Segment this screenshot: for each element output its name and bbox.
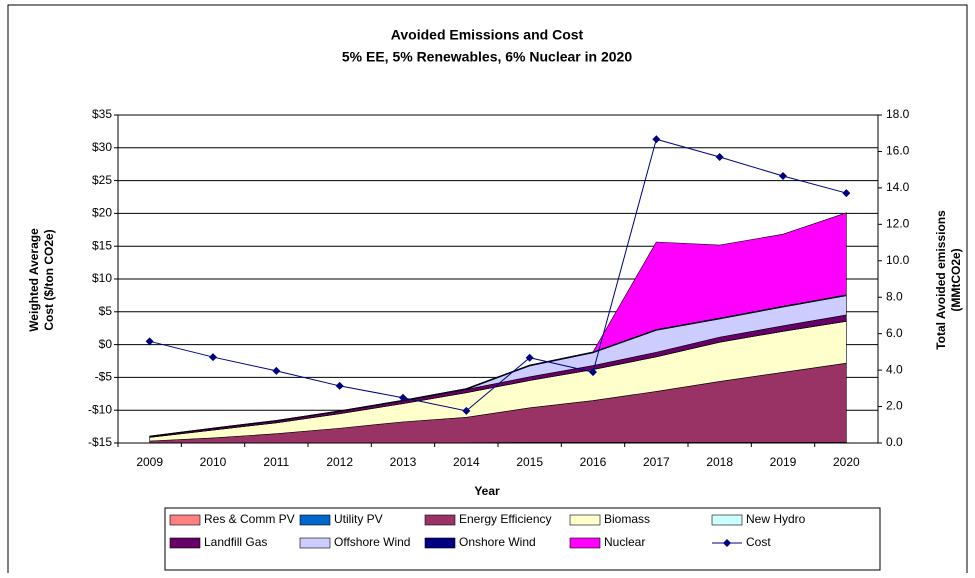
y2-tick-label: 4.0 [886, 362, 903, 376]
y-tick-label: $15 [92, 238, 112, 252]
y-tick-label: -$5 [95, 370, 113, 384]
legend-swatch [425, 515, 455, 525]
y-axis-label-line: Cost ($/ton CO2e) [42, 229, 56, 330]
x-tick-label: 2010 [200, 455, 227, 469]
y-tick-label: -$15 [88, 435, 112, 449]
legend-label: Res & Comm PV [204, 512, 295, 526]
y-tick-label: $10 [92, 271, 112, 285]
y-axis-label: Weighted Average Cost ($/ton CO2e) [27, 228, 56, 332]
y-tick-label: -$10 [88, 402, 112, 416]
y2-tick-label: 0.0 [886, 435, 903, 449]
legend-swatch [570, 538, 600, 548]
legend-swatch [570, 515, 600, 525]
y2-tick-label: 8.0 [886, 289, 903, 303]
x-tick-label: 2016 [580, 455, 607, 469]
y-tick-label: $5 [99, 304, 113, 318]
legend-label: Offshore Wind [334, 535, 410, 549]
y2-tick-label: 12.0 [886, 217, 910, 231]
legend-swatch [170, 538, 200, 548]
legend-label: New Hydro [746, 512, 806, 526]
x-axis-label: Year [474, 484, 500, 498]
legend-label: Biomass [604, 512, 650, 526]
legend-label: Nuclear [604, 535, 645, 549]
y2-tick-label: 18.0 [886, 107, 910, 121]
y-axis-label-line: Weighted Average [27, 228, 41, 332]
chart-subtitle: 5% EE, 5% Renewables, 6% Nuclear in 2020 [342, 49, 632, 65]
x-tick-label: 2009 [136, 455, 163, 469]
x-tick-label: 2014 [453, 455, 480, 469]
y2-tick-label: 2.0 [886, 399, 903, 413]
legend-label: Cost [746, 535, 771, 549]
x-tick-label: 2015 [516, 455, 543, 469]
legend-label: Utility PV [334, 512, 383, 526]
y2-axis-label-line: Total Avoided emissions [934, 210, 948, 350]
legend-swatch [425, 538, 455, 548]
x-tick-label: 2019 [770, 455, 797, 469]
legend-label: Energy Efficiency [459, 512, 552, 526]
y2-axis-label-line: (MMtCO2e) [949, 248, 963, 311]
x-tick-label: 2018 [706, 455, 733, 469]
y2-tick-label: 14.0 [886, 180, 910, 194]
y-tick-label: $0 [99, 337, 113, 351]
legend-label: Onshore Wind [459, 535, 536, 549]
legend-label: Landfill Gas [204, 535, 267, 549]
y-tick-label: $35 [92, 107, 112, 121]
x-tick-label: 2011 [263, 455, 289, 469]
y-tick-label: $30 [92, 140, 112, 154]
y2-tick-label: 10.0 [886, 253, 910, 267]
legend-swatch [300, 515, 330, 525]
x-tick-label: 2017 [643, 455, 670, 469]
legend-swatch [712, 515, 742, 525]
y2-tick-label: 6.0 [886, 326, 903, 340]
y2-tick-label: 16.0 [886, 144, 910, 158]
y-tick-label: $25 [92, 173, 112, 187]
legend-swatch [170, 515, 200, 525]
legend-swatch [300, 538, 330, 548]
x-tick-label: 2012 [326, 455, 353, 469]
x-tick-label: 2020 [833, 455, 860, 469]
y-tick-label: $20 [92, 206, 112, 220]
chart-title: Avoided Emissions and Cost [391, 27, 584, 43]
x-tick-label: 2013 [390, 455, 417, 469]
